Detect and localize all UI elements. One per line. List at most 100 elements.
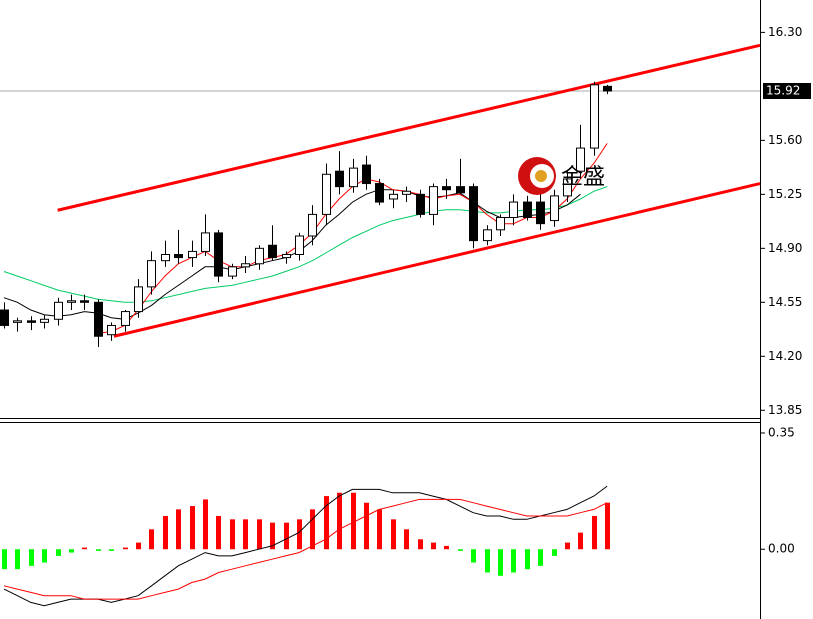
histogram-bar xyxy=(458,549,463,551)
histogram-bar xyxy=(418,539,423,550)
y-tick-label: 16.30 xyxy=(768,25,802,39)
candle-body xyxy=(13,320,22,323)
y-tick-label: 0.35 xyxy=(768,425,795,439)
candle-body xyxy=(523,201,532,218)
candle-body xyxy=(54,301,63,320)
candle-body xyxy=(536,201,545,225)
candle-body xyxy=(509,201,518,218)
histogram-bar xyxy=(565,542,570,550)
candle-body xyxy=(40,318,49,323)
candle-body xyxy=(188,250,197,259)
histogram-bar xyxy=(552,549,557,556)
candle-body xyxy=(563,178,572,197)
candle-body xyxy=(375,183,384,203)
histogram-bar xyxy=(310,509,315,550)
histogram-bar xyxy=(149,529,154,550)
histogram-bar xyxy=(485,549,490,573)
candle-body xyxy=(295,235,304,256)
histogram-bar xyxy=(257,519,262,550)
candle-body xyxy=(456,186,465,194)
histogram-bar xyxy=(15,549,20,570)
histogram-bar xyxy=(2,549,7,570)
candle-body xyxy=(241,263,250,268)
candle-body xyxy=(362,164,371,185)
histogram-bar xyxy=(284,522,289,550)
histogram-bar xyxy=(69,549,74,553)
candle-body xyxy=(201,232,210,252)
candle-body xyxy=(429,186,438,215)
histogram-bar xyxy=(243,519,248,550)
histogram-bar xyxy=(364,502,369,550)
histogram-bar xyxy=(391,519,396,550)
indicator-line xyxy=(3,186,608,303)
y-tick-label: 15.25 xyxy=(768,187,802,201)
histogram-bar xyxy=(578,532,583,550)
histogram-bar xyxy=(29,549,34,566)
candle-body xyxy=(496,216,505,231)
candle-body xyxy=(349,167,358,188)
y-tick-label: 13.85 xyxy=(768,403,802,417)
candle-body xyxy=(80,300,89,303)
histogram-bar xyxy=(109,549,114,551)
y-tick-label: 14.55 xyxy=(768,295,802,309)
candle-body xyxy=(590,84,599,149)
histogram-bar xyxy=(42,549,47,563)
histogram-bar xyxy=(324,496,329,550)
candle-body xyxy=(268,244,277,259)
histogram-bar xyxy=(176,509,181,550)
candle-body xyxy=(469,186,478,242)
candle-body xyxy=(174,254,183,259)
candle-body xyxy=(402,190,411,195)
candle-body xyxy=(576,147,585,172)
histogram-bar xyxy=(404,529,409,550)
histogram-bar xyxy=(216,516,221,550)
histogram-bar xyxy=(605,502,610,550)
histogram-bar xyxy=(471,549,476,563)
candle-body xyxy=(67,300,76,303)
indicator-line xyxy=(3,498,608,600)
candle-body xyxy=(282,254,291,259)
candle-body xyxy=(322,173,331,215)
histogram-bar xyxy=(351,492,356,550)
histogram-bar xyxy=(230,519,235,550)
candle-body xyxy=(483,229,492,242)
histogram-bar xyxy=(511,549,516,573)
logo: 金盛 xyxy=(518,157,605,195)
candle-body xyxy=(603,85,612,92)
y-tick-label: 15.60 xyxy=(768,133,802,147)
y-tick-label: 14.20 xyxy=(768,349,802,363)
logo-dot xyxy=(535,170,547,182)
histogram-bar xyxy=(270,522,275,550)
last-price-label: 15.92 xyxy=(766,84,800,98)
histogram-bar xyxy=(297,519,302,550)
histogram-bar xyxy=(525,549,530,570)
histogram-bar xyxy=(56,549,61,556)
histogram-bar xyxy=(190,506,195,550)
histogram-bar xyxy=(203,499,208,550)
candle-body xyxy=(107,324,116,336)
histogram-bar xyxy=(337,492,342,550)
candle-body xyxy=(134,286,143,313)
candle-body xyxy=(442,186,451,191)
histogram-bar xyxy=(123,547,128,550)
histogram-bar xyxy=(96,549,101,551)
histogram-bar xyxy=(538,549,543,566)
candle-body xyxy=(0,309,9,326)
histogram-bar xyxy=(444,545,449,550)
candle-body xyxy=(308,213,317,237)
y-tick-label: 0.00 xyxy=(768,542,795,556)
candle-body xyxy=(228,266,237,277)
histogram-bar xyxy=(431,542,436,550)
histogram-bar xyxy=(136,542,141,550)
candle-body xyxy=(94,301,103,337)
candle-body xyxy=(255,247,264,265)
candle-body xyxy=(389,193,398,200)
candle-body xyxy=(335,170,344,188)
trend-line xyxy=(57,43,761,212)
y-tick-label: 14.90 xyxy=(768,241,802,255)
histogram-bar xyxy=(82,547,87,550)
indicator-line xyxy=(3,485,608,607)
last-price-box xyxy=(763,83,811,100)
